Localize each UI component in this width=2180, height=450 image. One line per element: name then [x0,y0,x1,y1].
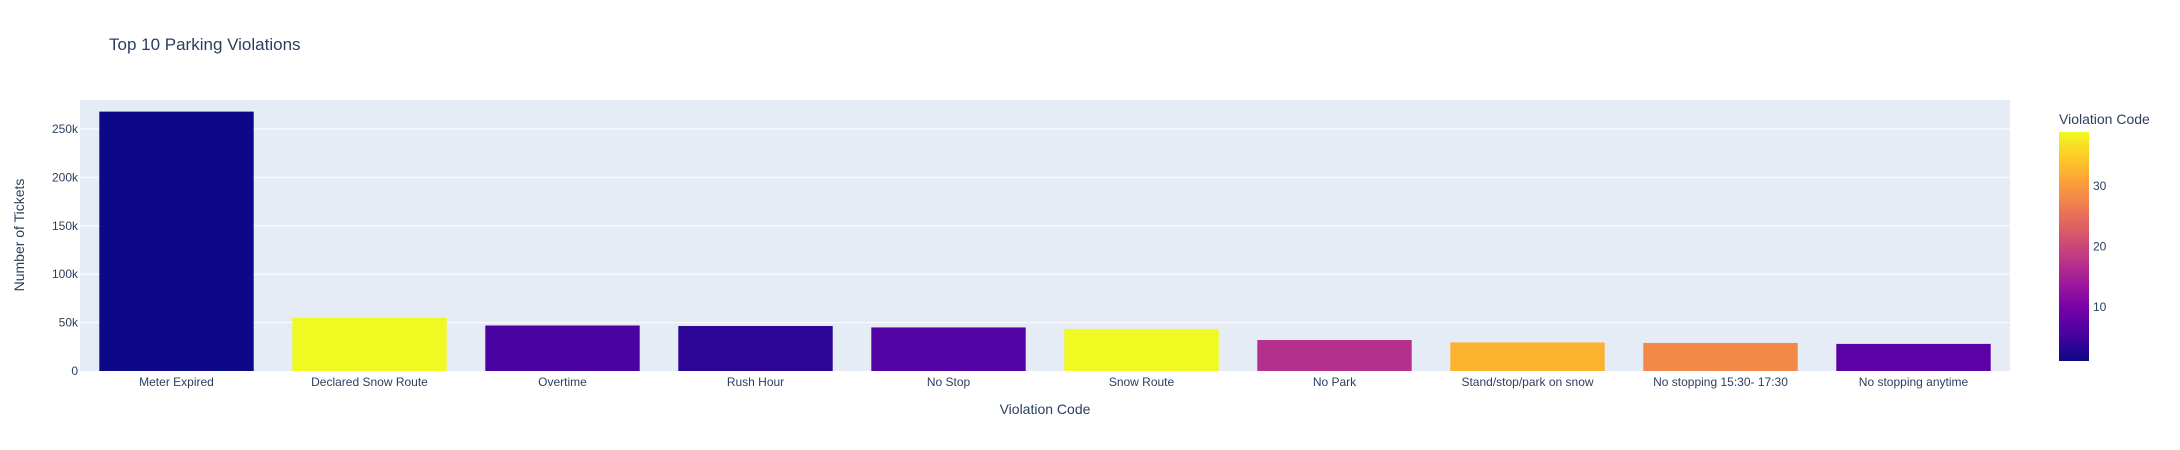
y-tick-label: 150k [52,219,79,233]
y-tick-label: 50k [59,316,79,330]
colorbar-tick-labels: 10 20 30 [2093,179,2107,314]
colorbar-title: Violation Code [2059,111,2150,127]
x-tick-label: No Park [1313,375,1357,389]
bars [99,111,1991,371]
y-tick-label: 200k [52,170,79,184]
bar [1643,342,1798,371]
bar [678,325,833,371]
chart-title: Top 10 Parking Violations [109,35,301,54]
y-axis-title: Number of Tickets [11,179,27,292]
x-axis-title: Violation Code [1000,401,1091,417]
x-tick-label: No Stop [927,375,971,389]
colorbar-tick-label: 30 [2093,179,2107,193]
y-tick-labels: 0 50k 100k 150k 200k 250k [52,122,79,378]
colorbar-tick-label: 20 [2093,240,2107,254]
bar [1836,343,1991,371]
colorbar-tick-label: 10 [2093,300,2107,314]
bar [292,317,447,371]
bar [99,111,254,371]
x-tick-label: Snow Route [1109,375,1175,389]
bar [1450,342,1605,371]
bar [485,325,640,371]
y-tick-label: 250k [52,122,79,136]
bar [1064,328,1219,371]
x-tick-label: Stand/stop/park on snow [1461,375,1593,389]
colorbar-gradient [2059,132,2089,361]
x-tick-label: No stopping anytime [1859,375,1969,389]
x-tick-label: Rush Hour [727,375,784,389]
y-tick-label: 0 [71,364,78,378]
x-tick-labels: Meter Expired Declared Snow Route Overtime… [139,375,1968,389]
colorbar: Violation Code 10 20 30 [2059,111,2150,361]
bar [871,327,1026,371]
bar [1257,340,1412,371]
x-tick-label: Meter Expired [139,375,214,389]
x-tick-label: Overtime [538,375,587,389]
y-tick-label: 100k [52,267,79,281]
x-tick-label: No stopping 15:30- 17:30 [1653,375,1788,389]
x-tick-label: Declared Snow Route [311,375,428,389]
